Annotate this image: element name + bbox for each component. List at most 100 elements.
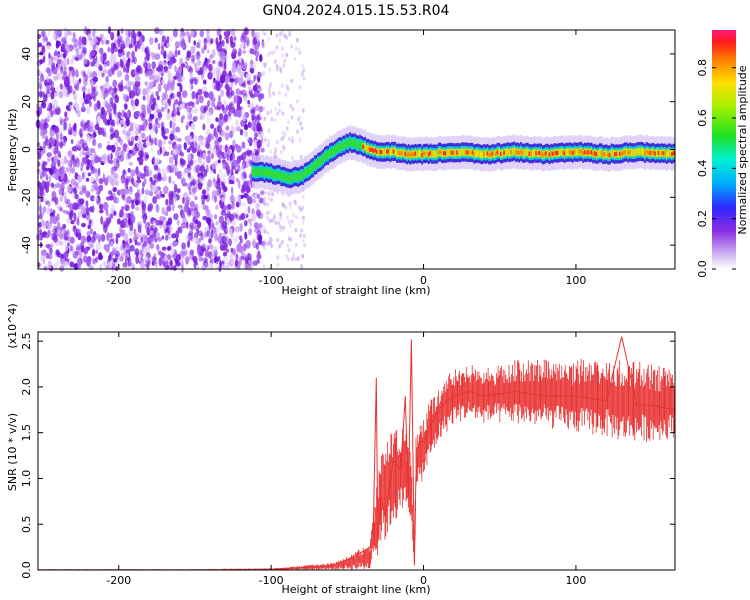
noise-cell bbox=[199, 165, 205, 173]
noise-cell bbox=[195, 164, 201, 173]
noise-cell bbox=[266, 142, 270, 148]
noise-cell bbox=[290, 44, 293, 49]
noise-cell bbox=[92, 28, 97, 35]
noise-cell bbox=[212, 245, 218, 251]
noise-cell bbox=[73, 159, 77, 167]
noise-cell bbox=[155, 125, 158, 135]
noise-cell bbox=[140, 43, 145, 53]
noise-cell bbox=[149, 51, 153, 56]
noise-cell bbox=[268, 50, 272, 55]
noise-cell bbox=[259, 56, 263, 61]
noise-cell bbox=[292, 213, 295, 218]
noise-cell bbox=[285, 52, 289, 57]
noise-cell bbox=[160, 49, 165, 56]
ridge-core-cell bbox=[488, 152, 491, 157]
noise-cell bbox=[141, 113, 146, 121]
noise-cell bbox=[144, 245, 150, 253]
noise-cell bbox=[187, 154, 192, 162]
noise-cell bbox=[181, 63, 186, 68]
noise-cell bbox=[297, 47, 300, 52]
noise-cell bbox=[131, 50, 135, 59]
noise-cell bbox=[167, 71, 172, 81]
noise-cell bbox=[127, 57, 131, 63]
ridge-yellow-cell bbox=[327, 151, 330, 160]
noise-cell bbox=[268, 89, 271, 94]
noise-cell bbox=[273, 154, 276, 159]
noise-cell bbox=[238, 155, 242, 162]
noise-cell bbox=[196, 44, 201, 49]
noise-cell bbox=[83, 58, 88, 65]
noise-cell bbox=[290, 219, 294, 224]
noise-cell bbox=[194, 257, 198, 265]
noise-cell bbox=[69, 261, 75, 268]
noise-cell bbox=[59, 140, 64, 149]
noise-cell bbox=[59, 240, 64, 246]
noise-cell bbox=[187, 239, 190, 248]
noise-cell bbox=[58, 188, 63, 196]
noise-cell bbox=[208, 63, 213, 72]
noise-cell bbox=[227, 109, 232, 117]
noise-cell bbox=[43, 197, 47, 203]
noise-cell bbox=[53, 103, 56, 111]
noise-cell bbox=[295, 215, 298, 220]
noise-cell bbox=[281, 136, 284, 141]
noise-cell bbox=[74, 193, 79, 200]
ridge-yellow-cell bbox=[382, 148, 385, 156]
noise-cell bbox=[113, 59, 117, 65]
ridge-yellow-cell bbox=[312, 163, 315, 172]
ridge-core-cell bbox=[608, 152, 612, 158]
ridge-yellow-cell bbox=[357, 141, 360, 149]
ridge-yellow-cell bbox=[273, 171, 276, 179]
noise-cell bbox=[261, 70, 266, 77]
noise-cell bbox=[175, 165, 178, 174]
ridge-yellow-cell bbox=[463, 148, 466, 156]
ridge-yellow-cell bbox=[634, 148, 637, 157]
noise-cell bbox=[243, 123, 249, 131]
noise-cell bbox=[219, 75, 226, 84]
noise-cell bbox=[71, 146, 77, 152]
noise-cell bbox=[153, 174, 158, 179]
noise-cell bbox=[134, 79, 141, 88]
noise-cell bbox=[119, 229, 126, 237]
noise-cell bbox=[154, 157, 160, 165]
noise-cell bbox=[52, 215, 58, 225]
noise-cell bbox=[183, 204, 190, 213]
noise-cell bbox=[171, 117, 176, 123]
noise-cell bbox=[99, 47, 104, 55]
snr-x-ticks: -200 -100 0 100 bbox=[106, 332, 586, 587]
noise-cell bbox=[214, 195, 217, 203]
ridge-core-cell bbox=[421, 152, 424, 158]
noise-cell bbox=[140, 236, 144, 243]
noise-cell bbox=[131, 214, 136, 223]
noise-cell bbox=[207, 244, 214, 250]
noise-cell bbox=[94, 58, 100, 68]
noise-cell bbox=[281, 46, 284, 51]
noise-cell bbox=[53, 155, 58, 164]
noise-cell bbox=[71, 67, 76, 77]
noise-cell bbox=[244, 257, 249, 265]
noise-cell bbox=[189, 200, 195, 208]
noise-cell bbox=[172, 58, 177, 64]
noise-cell bbox=[207, 150, 211, 155]
noise-cell bbox=[144, 68, 150, 77]
noise-cell bbox=[276, 238, 280, 243]
spectrogram-y-axis-label: Frequency (Hz) bbox=[6, 109, 19, 192]
noise-cell bbox=[175, 254, 181, 261]
noise-cell bbox=[120, 150, 124, 156]
ridge-core-cell bbox=[427, 152, 431, 157]
noise-cell bbox=[204, 142, 208, 149]
ridge-core-cell bbox=[515, 150, 518, 155]
ridge-yellow-cell bbox=[350, 139, 353, 148]
noise-cell bbox=[62, 223, 67, 230]
noise-cell bbox=[41, 180, 46, 186]
noise-cell bbox=[294, 46, 298, 51]
ridge-core-cell bbox=[580, 149, 583, 154]
noise-cell bbox=[138, 160, 143, 166]
noise-cell bbox=[73, 181, 79, 186]
noise-cell bbox=[190, 28, 195, 37]
noise-cell bbox=[60, 258, 66, 267]
noise-cell bbox=[66, 104, 69, 110]
noise-cell bbox=[209, 169, 214, 175]
noise-cell bbox=[55, 40, 60, 49]
noise-cell bbox=[161, 106, 165, 112]
